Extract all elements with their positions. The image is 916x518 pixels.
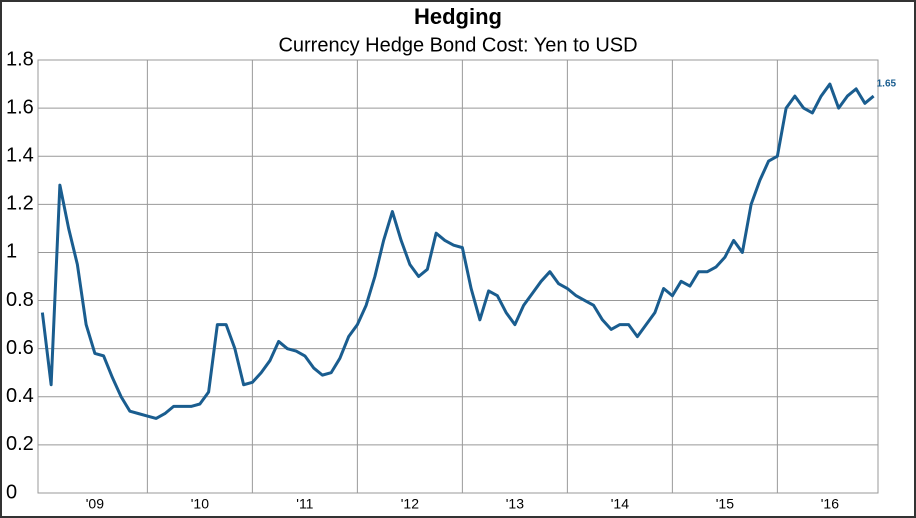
chart-title: Hedging: [414, 4, 502, 29]
y-tick-label: 0.4: [6, 385, 34, 407]
y-tick-label: 1: [6, 241, 17, 263]
chart-subtitle: Currency Hedge Bond Cost: Yen to USD: [278, 34, 637, 56]
y-tick-label: 0.6: [6, 337, 34, 359]
x-tick-label: '14: [611, 496, 629, 512]
line-series: [40, 82, 875, 420]
x-tick-label: '13: [506, 496, 524, 512]
x-tick-label: '16: [821, 496, 839, 512]
y-tick-label: 1.6: [6, 96, 34, 118]
y-tick-label: 1.2: [6, 193, 34, 215]
y-tick-label: 1.8: [6, 48, 34, 70]
x-tick-label: '09: [86, 496, 104, 512]
x-tick-label: '15: [716, 496, 734, 512]
end-value-label: 1.65: [877, 79, 897, 90]
x-tick-label: '10: [191, 496, 209, 512]
y-tick-label: 0.2: [6, 433, 34, 455]
x-tick-label: '11: [296, 496, 313, 512]
x-tick-label: '12: [401, 496, 419, 512]
y-tick-label: 0: [6, 481, 17, 503]
y-tick-label: 0.8: [6, 289, 34, 311]
y-tick-label: 1.4: [6, 145, 34, 167]
